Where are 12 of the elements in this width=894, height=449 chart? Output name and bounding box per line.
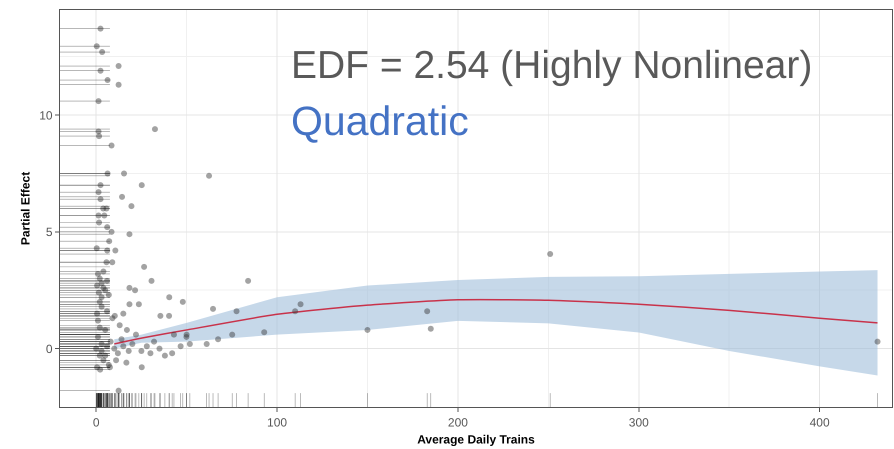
x-tick-label: 200 xyxy=(448,415,468,430)
x-tick-label: 300 xyxy=(628,415,650,430)
x-tick-label: 400 xyxy=(810,415,830,430)
annotation: Quadratic xyxy=(291,98,469,144)
x-axis-title: Average Daily Trains xyxy=(417,432,536,446)
y-axis-title: Partial Effect xyxy=(18,172,33,246)
annotation: EDF = 2.54 (Highly Nonlinear) xyxy=(291,44,812,87)
y-tick-label: 10 xyxy=(39,108,53,122)
x-tick-label: 0 xyxy=(92,415,100,430)
y-tick-label: 5 xyxy=(46,225,53,240)
x-tick-label: 100 xyxy=(267,415,288,430)
y-tick-label: 0 xyxy=(46,342,53,356)
